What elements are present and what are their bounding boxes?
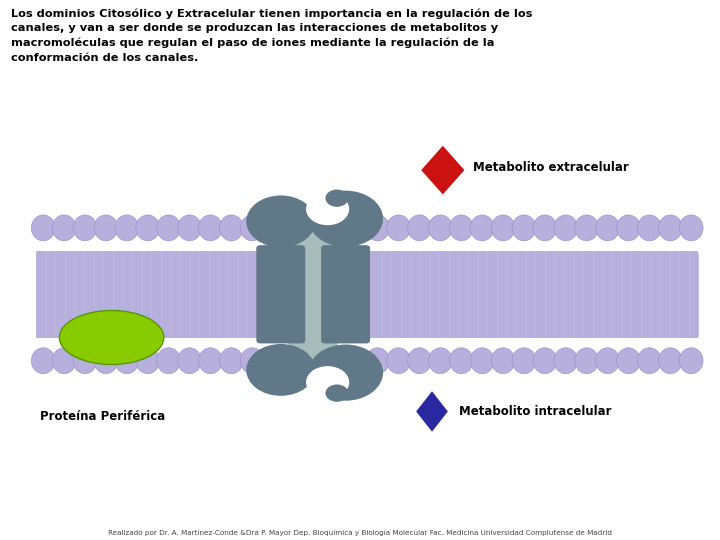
Ellipse shape [178,348,202,374]
Ellipse shape [679,215,703,241]
Text: Proteína Periférica: Proteína Periférica [40,410,165,423]
Ellipse shape [115,215,139,241]
Ellipse shape [470,215,494,241]
Ellipse shape [73,215,97,241]
Ellipse shape [73,348,97,374]
Ellipse shape [616,348,640,374]
Text: Metabolito intracelular: Metabolito intracelular [459,405,612,418]
Text: Los dominios Citosólico y Extracelular tienen importancia en la regulación de lo: Los dominios Citosólico y Extracelular t… [11,8,532,63]
Ellipse shape [115,348,139,374]
Ellipse shape [637,348,661,374]
Circle shape [246,344,315,396]
Ellipse shape [240,215,264,241]
Ellipse shape [658,348,682,374]
Ellipse shape [554,215,577,241]
Text: Realizado por Dr. A. Martínez-Conde &Dra P. Mayor Dep. Bioquímica y Biología Mol: Realizado por Dr. A. Martínez-Conde &Dra… [108,529,612,536]
Ellipse shape [32,215,55,241]
Ellipse shape [199,348,222,374]
Ellipse shape [616,215,640,241]
Ellipse shape [53,215,76,241]
Ellipse shape [220,215,243,241]
Ellipse shape [366,215,390,241]
Ellipse shape [387,348,410,374]
Ellipse shape [157,348,181,374]
FancyBboxPatch shape [256,245,305,343]
FancyBboxPatch shape [289,228,338,360]
Ellipse shape [512,215,536,241]
Ellipse shape [199,215,222,241]
Ellipse shape [595,348,619,374]
Ellipse shape [470,348,494,374]
Ellipse shape [157,215,181,241]
Ellipse shape [491,215,515,241]
Circle shape [308,345,383,401]
Ellipse shape [449,348,473,374]
Ellipse shape [428,215,452,241]
Polygon shape [416,392,448,431]
Ellipse shape [408,348,431,374]
Polygon shape [421,146,464,194]
Ellipse shape [679,348,703,374]
Ellipse shape [178,215,202,241]
Circle shape [325,384,348,402]
Ellipse shape [94,215,118,241]
Ellipse shape [512,348,536,374]
Circle shape [246,195,315,247]
Ellipse shape [449,215,473,241]
Circle shape [308,191,383,247]
Ellipse shape [533,348,557,374]
Ellipse shape [595,215,619,241]
Ellipse shape [220,348,243,374]
Ellipse shape [554,348,577,374]
FancyBboxPatch shape [321,245,370,343]
Ellipse shape [575,348,598,374]
Text: Metabolito extracelular: Metabolito extracelular [473,161,629,174]
Ellipse shape [428,348,452,374]
Ellipse shape [59,310,163,365]
Circle shape [306,193,349,225]
Bar [36,251,698,338]
Ellipse shape [136,348,160,374]
Ellipse shape [408,215,431,241]
Ellipse shape [94,348,118,374]
Ellipse shape [53,348,76,374]
Ellipse shape [136,215,160,241]
Ellipse shape [637,215,661,241]
Circle shape [306,366,349,399]
Ellipse shape [240,348,264,374]
Ellipse shape [32,348,55,374]
Ellipse shape [533,215,557,241]
Ellipse shape [658,215,682,241]
Ellipse shape [366,348,390,374]
Ellipse shape [575,215,598,241]
Ellipse shape [387,215,410,241]
Ellipse shape [491,348,515,374]
Circle shape [325,190,348,207]
